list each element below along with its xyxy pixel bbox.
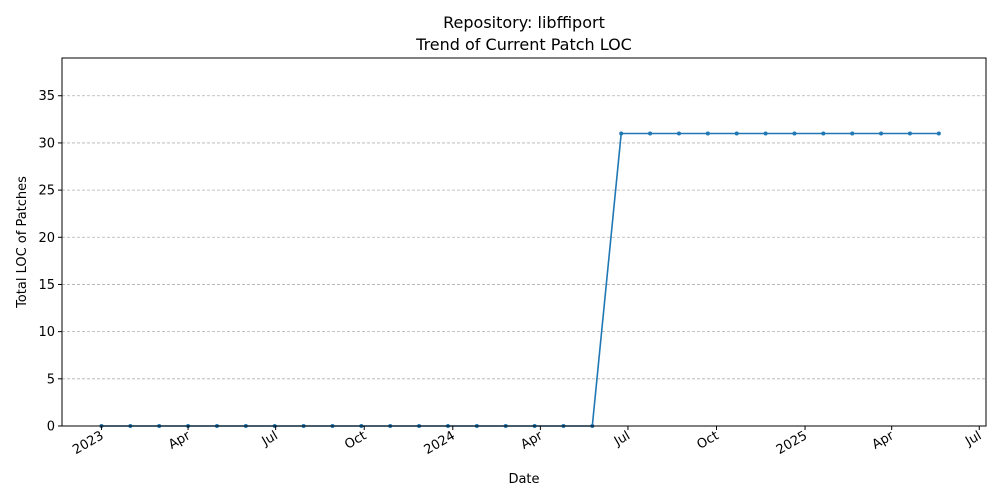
series-line: [101, 132, 939, 427]
x-tick-label: Apr: [870, 428, 898, 453]
data-point: [676, 131, 681, 136]
x-tick-label: 2024: [422, 428, 458, 458]
data-point: [792, 131, 797, 136]
data-point: [705, 131, 710, 136]
data-point: [763, 131, 768, 136]
y-tick-label: 0: [47, 420, 55, 435]
chart-title-line2: Trend of Current Patch LOC: [415, 35, 632, 54]
x-tick-label: Oct: [342, 428, 369, 452]
y-tick-label: 15: [38, 278, 55, 293]
data-point: [821, 131, 826, 136]
data-point: [936, 131, 941, 136]
y-tick-label: 20: [38, 231, 55, 246]
plot-frame: [61, 57, 987, 427]
y-tick-label: 5: [47, 372, 55, 387]
x-tick-label: Oct: [695, 428, 722, 452]
grid-layer: [62, 95, 986, 427]
x-tick-label: Jul: [611, 428, 633, 449]
y-axis: 0 5 10 15 20 25 30 35: [38, 89, 62, 435]
series-layer: [99, 131, 941, 428]
y-tick-label: 35: [38, 89, 55, 104]
data-point: [907, 131, 912, 136]
x-tick-label: Jul: [962, 428, 984, 449]
x-tick-label: 2025: [774, 428, 810, 458]
x-axis: 2023 Apr Jul Oct 2024 Apr Jul Oct 2025 Apr Jul: [70, 426, 984, 458]
data-point: [850, 131, 855, 136]
y-axis-label: Total LOC of Patches: [15, 176, 30, 309]
y-tick-label: 10: [38, 325, 55, 340]
x-tick-label: Apr: [518, 428, 546, 453]
data-point: [648, 131, 653, 136]
x-tick-label: Jul: [259, 428, 281, 449]
data-point: [619, 131, 624, 136]
y-tick-label: 30: [38, 136, 55, 151]
x-tick-label: Apr: [166, 428, 194, 453]
data-point: [879, 131, 884, 136]
data-point: [734, 131, 739, 136]
x-tick-label: 2023: [70, 428, 106, 458]
chart-title-line1: Repository: libffiport: [443, 13, 605, 32]
x-axis-label: Date: [508, 472, 539, 487]
y-tick-label: 25: [38, 184, 55, 199]
